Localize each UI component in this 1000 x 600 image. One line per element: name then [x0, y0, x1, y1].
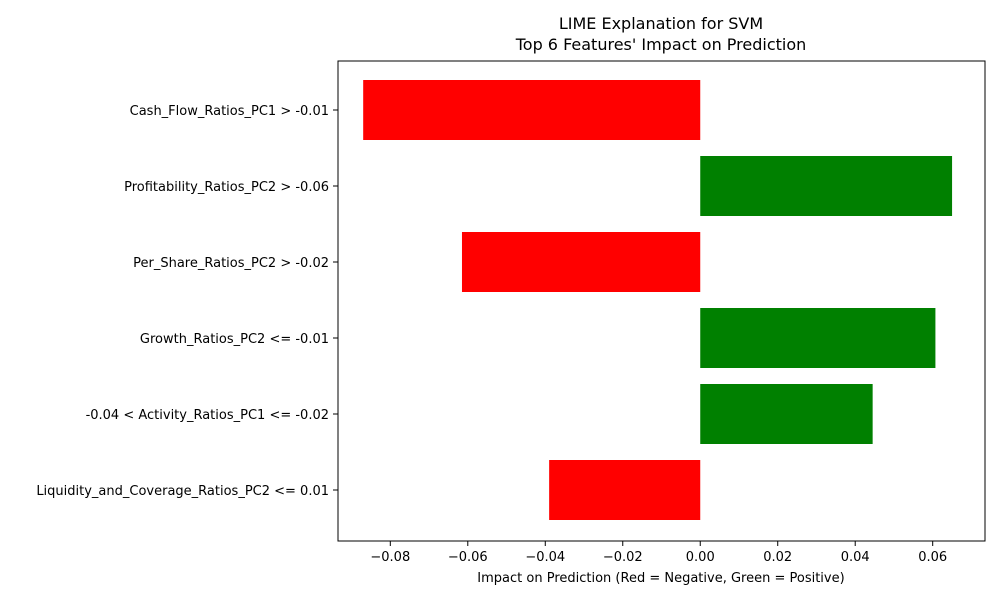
y-tick-label: Growth_Ratios_PC2 <= -0.01 — [140, 332, 329, 347]
x-tick-label: 0.04 — [841, 550, 870, 565]
bar-5 — [700, 384, 873, 444]
x-axis-ticks: −0.08 −0.06 −0.04 −0.02 0.00 0.02 0.04 0.06 — [370, 541, 947, 565]
bar-1 — [363, 80, 701, 140]
y-axis-ticks: Cash_Flow_Ratios_PC1 > -0.01 Profitabilit… — [36, 104, 338, 499]
bar-6 — [549, 460, 701, 520]
y-tick-label: Cash_Flow_Ratios_PC1 > -0.01 — [130, 104, 329, 119]
chart-title: LIME Explanation for SVM — [559, 14, 763, 33]
x-tick-label: −0.02 — [603, 550, 643, 565]
x-tick-label: −0.08 — [370, 550, 410, 565]
x-tick-label: 0.06 — [918, 550, 947, 565]
chart-subtitle: Top 6 Features' Impact on Prediction — [515, 35, 807, 54]
bars-group — [363, 80, 953, 520]
x-tick-label: −0.06 — [448, 550, 488, 565]
plot-frame — [337, 60, 986, 542]
x-tick-label: 0.02 — [763, 550, 792, 565]
y-tick-label: Profitability_Ratios_PC2 > -0.06 — [124, 180, 329, 195]
bar-2 — [700, 156, 953, 216]
x-axis-label: Impact on Prediction (Red = Negative, Gr… — [477, 571, 844, 586]
bar-4 — [700, 308, 936, 368]
bar-3 — [461, 232, 701, 292]
y-tick-label: -0.04 < Activity_Ratios_PC1 <= -0.02 — [86, 408, 329, 423]
x-tick-label: −0.04 — [525, 550, 565, 565]
x-tick-label: 0.00 — [686, 550, 715, 565]
y-tick-label: Liquidity_and_Coverage_Ratios_PC2 <= 0.0… — [36, 484, 329, 499]
y-tick-label: Per_Share_Ratios_PC2 > -0.02 — [133, 256, 329, 271]
